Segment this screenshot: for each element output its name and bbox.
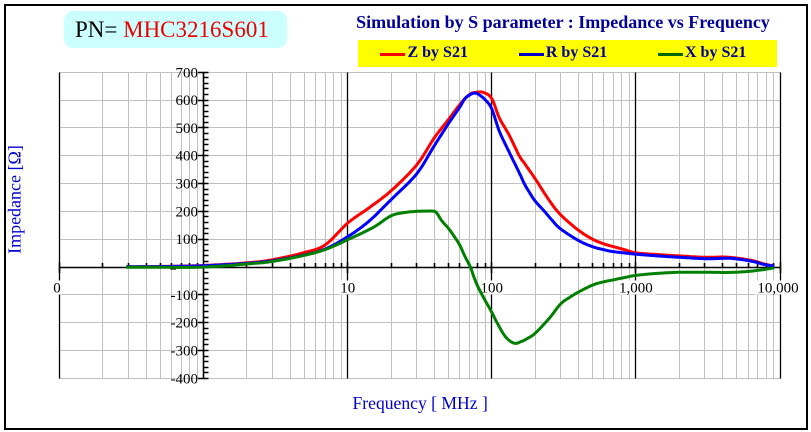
svg-text:-300: -300 xyxy=(171,344,199,360)
svg-text:600: 600 xyxy=(176,93,199,109)
svg-text:500: 500 xyxy=(176,121,199,137)
svg-text:-200: -200 xyxy=(171,316,199,332)
svg-text:700: 700 xyxy=(176,65,199,81)
svg-text:0: 0 xyxy=(53,281,61,297)
svg-text:1,000: 1,000 xyxy=(619,281,653,297)
svg-text:-100: -100 xyxy=(171,288,199,304)
svg-text:100: 100 xyxy=(176,232,199,248)
svg-text:400: 400 xyxy=(176,149,199,165)
svg-text:10,000: 10,000 xyxy=(757,281,798,297)
svg-text:300: 300 xyxy=(176,177,199,193)
svg-text:100: 100 xyxy=(481,281,504,297)
svg-text:-400: -400 xyxy=(171,371,199,387)
svg-text:200: 200 xyxy=(176,204,199,220)
svg-text:10: 10 xyxy=(340,281,355,297)
